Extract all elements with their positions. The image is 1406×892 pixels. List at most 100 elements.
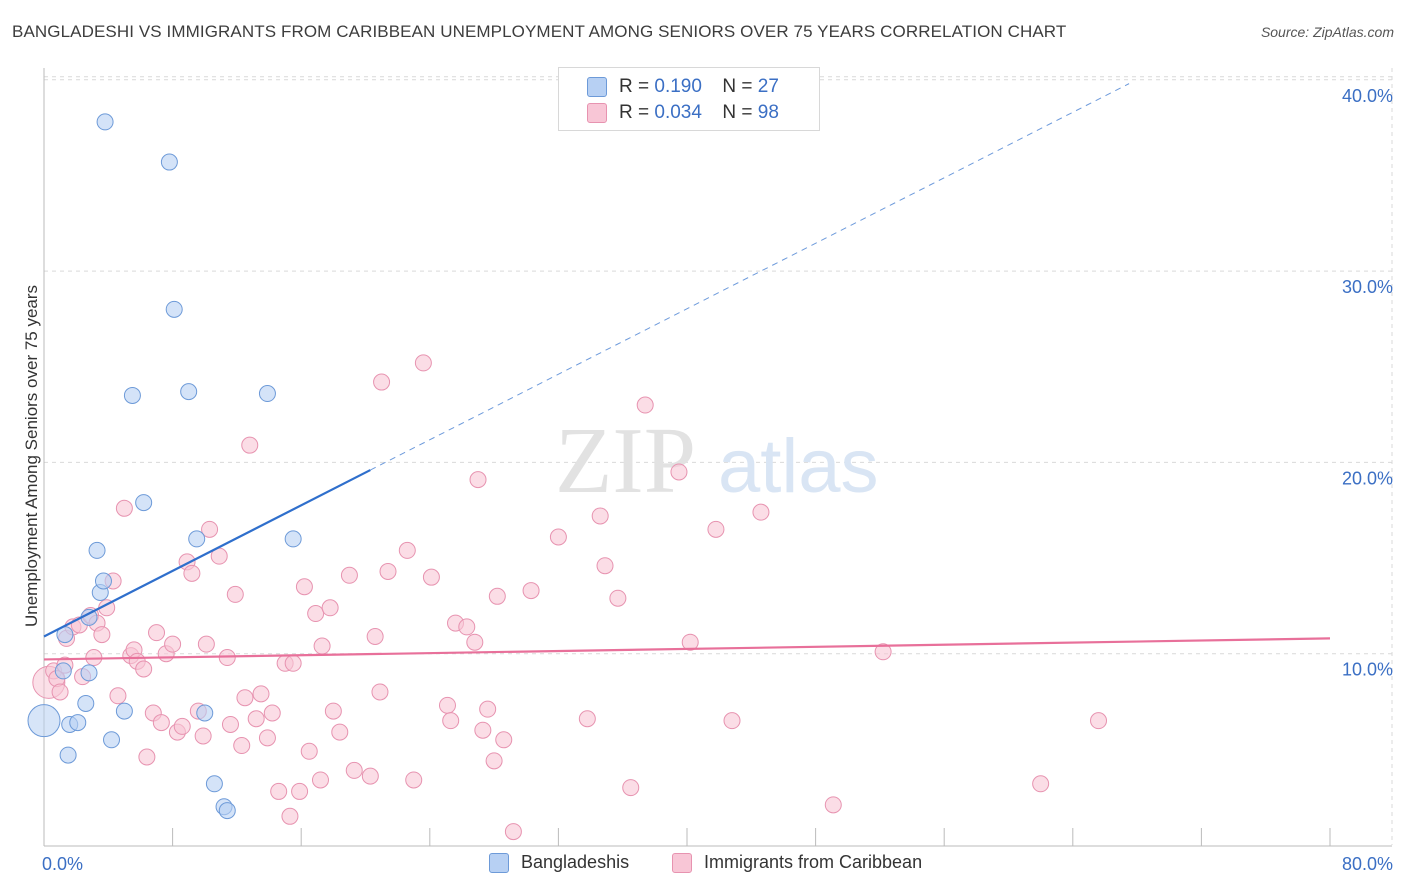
caribbean-point [366,627,384,645]
trend-line-bangladeshi [43,469,371,638]
caribbean-point [152,714,170,732]
caribbean-point [300,742,318,760]
caribbean-point [164,635,182,653]
caribbean-point [321,599,339,617]
watermark-atlas: atlas [718,424,879,509]
caribbean-point [379,562,397,580]
caribbean-point [442,712,460,730]
caribbean-point [622,779,640,797]
caribbean-point [313,637,331,655]
bangladeshi-point [77,694,95,712]
bangladeshi-point [94,572,112,590]
series-legend: Bangladeshis Immigrants from Caribbean [0,852,1406,878]
legend-r-label: R = [619,76,650,97]
caribbean-point [681,633,699,651]
caribbean-point [1032,775,1050,793]
caribbean-point [311,771,329,789]
bangladeshi-point [258,385,276,403]
caribbean-point [252,685,270,703]
caribbean-point [201,520,219,538]
y-tick-label: 10.0% [1342,660,1393,680]
caribbean-point [609,589,627,607]
caribbean-point [707,520,725,538]
caribbean-point [258,729,276,747]
caribbean-point [345,761,363,779]
caribbean-point [135,660,153,678]
caribbean-point [281,807,299,825]
caribbean-point [398,541,416,559]
caribbean-point [241,436,259,454]
source-credit: Source: ZipAtlas.com [1260,24,1394,40]
bangladeshi-point [180,383,198,401]
caribbean-point [115,499,133,517]
correlation-legend: R = 0.190 N = 27 R = 0.034 N = 98 [558,67,820,131]
caribbean-point [373,373,391,391]
caribbean-point [1090,712,1108,730]
caribbean-point [414,354,432,372]
legend-swatch-pink [672,852,692,873]
bangladeshi-point [69,714,87,732]
caribbean-point [458,618,476,636]
bangladeshi-point [103,731,121,749]
bangladeshi-point [188,530,206,548]
caribbean-point [636,396,654,414]
caribbean-point [221,715,239,733]
caribbean-point [591,507,609,525]
grid-lines [44,68,1393,845]
caribbean-point [578,710,596,728]
caribbean-point [173,717,191,735]
chart-title: BANGLADESHI VS IMMIGRANTS FROM CARIBBEAN… [12,22,1067,41]
caribbean-point [422,568,440,586]
caribbean-point [109,687,127,705]
bangladeshi-point [115,702,133,720]
x-tick-label: 80.0% [1342,854,1393,874]
bangladeshi-point [196,704,214,722]
legend-label: Immigrants from Caribbean [704,852,923,872]
bangladeshi-point [123,386,141,404]
bangladeshi-point [205,775,223,793]
caribbean-point [226,585,244,603]
caribbean-point [197,635,215,653]
caribbean-point [485,752,503,770]
caribbean-point [270,782,288,800]
caribbean-point [466,633,484,651]
series-caribbean-points [32,354,1108,841]
caribbean-point [236,689,254,707]
caribbean-point [324,702,342,720]
legend-n-value: 98 [757,102,779,123]
caribbean-point [183,564,201,582]
caribbean-point [263,704,281,722]
bangladeshi-point [88,541,106,559]
legend-swatch-blue [489,852,509,873]
caribbean-point [469,471,487,489]
caribbean-point [51,683,69,701]
trend-line-caribbean [43,637,1331,661]
caribbean-point [495,731,513,749]
legend-n-label: N = [722,76,753,97]
caribbean-point [291,782,309,800]
legend-n-value: 27 [757,76,779,97]
bangladeshi-point [59,746,77,764]
legend-swatch-blue [587,77,607,97]
legend-r-label: R = [619,102,650,123]
watermark-zip: ZIP [555,409,696,513]
caribbean-point [194,727,212,745]
caribbean-point [488,587,506,605]
bangladeshi-point [160,153,178,171]
caribbean-point [504,823,522,841]
caribbean-point [93,626,111,644]
watermark: ZIP atlas [555,409,879,513]
bangladeshi-point [165,300,183,318]
bangladeshi-point [96,113,114,131]
caribbean-point [247,710,265,728]
caribbean-point [138,748,156,766]
caribbean-point [522,582,540,600]
caribbean-point [284,654,302,672]
legend-item-caribbean: Immigrants from Caribbean [672,852,922,873]
bangladeshi-point [27,704,61,738]
y-tick-label: 30.0% [1342,277,1393,297]
bangladeshi-point [54,662,72,680]
caribbean-point [670,463,688,481]
y-tick-label: 20.0% [1342,468,1393,488]
